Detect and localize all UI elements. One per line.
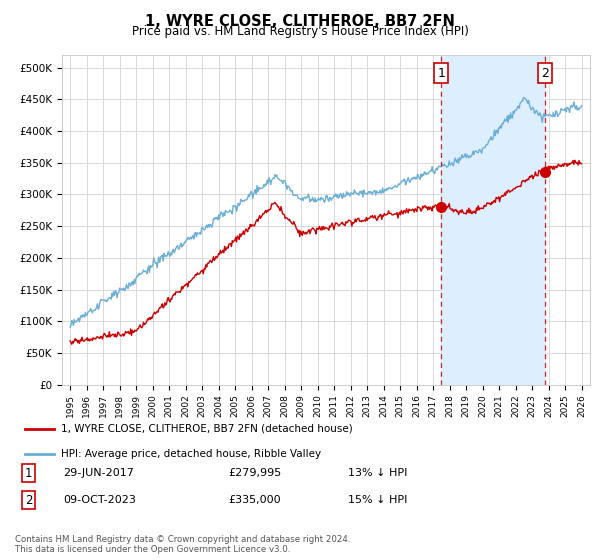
Text: £279,995: £279,995: [228, 468, 281, 478]
Text: 15% ↓ HPI: 15% ↓ HPI: [348, 495, 407, 505]
Text: Contains HM Land Registry data © Crown copyright and database right 2024.
This d: Contains HM Land Registry data © Crown c…: [15, 535, 350, 554]
Text: 29-JUN-2017: 29-JUN-2017: [63, 468, 134, 478]
Bar: [441, 55, 545, 385]
Text: 1, WYRE CLOSE, CLITHEROE, BB7 2FN: 1, WYRE CLOSE, CLITHEROE, BB7 2FN: [145, 14, 455, 29]
Text: HPI: Average price, detached house, Ribble Valley: HPI: Average price, detached house, Ribb…: [61, 449, 321, 459]
Text: 2: 2: [541, 67, 548, 80]
Text: 1: 1: [437, 67, 445, 80]
Text: 2: 2: [25, 493, 32, 507]
Text: Price paid vs. HM Land Registry's House Price Index (HPI): Price paid vs. HM Land Registry's House …: [131, 25, 469, 38]
Text: 13% ↓ HPI: 13% ↓ HPI: [348, 468, 407, 478]
Text: £335,000: £335,000: [228, 495, 281, 505]
Text: 1: 1: [25, 466, 32, 480]
Text: 1, WYRE CLOSE, CLITHEROE, BB7 2FN (detached house): 1, WYRE CLOSE, CLITHEROE, BB7 2FN (detac…: [61, 423, 352, 433]
Text: 09-OCT-2023: 09-OCT-2023: [63, 495, 136, 505]
